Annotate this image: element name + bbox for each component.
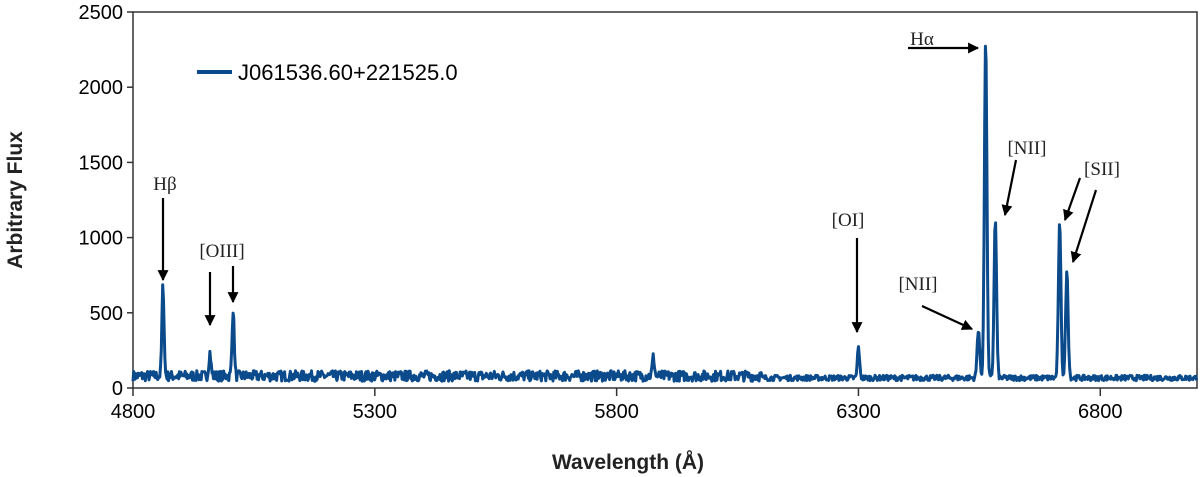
line-label: Hβ (153, 174, 176, 195)
annotations: Hβ [OIII] [OI] [NII] Hα [NII] [SII] (153, 29, 1120, 334)
line-label: [OI] (832, 210, 865, 231)
y-axis-label: Arbitrary Flux (4, 131, 27, 269)
spectrum-line (131, 44, 1198, 383)
y-tick-label: 2000 (79, 77, 124, 99)
legend-label: J061536.60+221525.0 (238, 60, 458, 85)
x-tick-label: 4800 (111, 401, 156, 423)
x-tick-label: 6800 (1078, 401, 1123, 423)
line-label: [NII] (898, 274, 937, 295)
line-label: Hα (910, 29, 934, 50)
plot-frame (132, 11, 1198, 389)
y-axis: 0 500 1000 1500 2000 2500 (79, 2, 133, 400)
annotation-arrow (1001, 159, 1018, 217)
y-tick-label: 1500 (79, 152, 124, 174)
x-tick-label: 6300 (836, 401, 881, 423)
line-label: [SII] (1084, 159, 1120, 180)
y-tick-label: 500 (90, 303, 123, 325)
annotation-arrow (1070, 189, 1098, 264)
y-tick-label: 2500 (79, 2, 124, 24)
x-axis: 4800 5300 5800 6300 6800 (111, 388, 1123, 423)
y-tick-label: 1000 (79, 228, 124, 250)
annotation-arrow (1063, 177, 1082, 222)
annotation-arrow (921, 305, 973, 330)
line-label: [OIII] (199, 241, 244, 262)
legend: J061536.60+221525.0 (197, 60, 458, 85)
x-tick-label: 5800 (594, 401, 639, 423)
line-label: [NII] (1007, 138, 1046, 159)
y-tick-label: 0 (112, 378, 123, 400)
x-axis-label: Wavelength (Å) (552, 450, 704, 474)
x-tick-label: 5300 (353, 401, 398, 423)
